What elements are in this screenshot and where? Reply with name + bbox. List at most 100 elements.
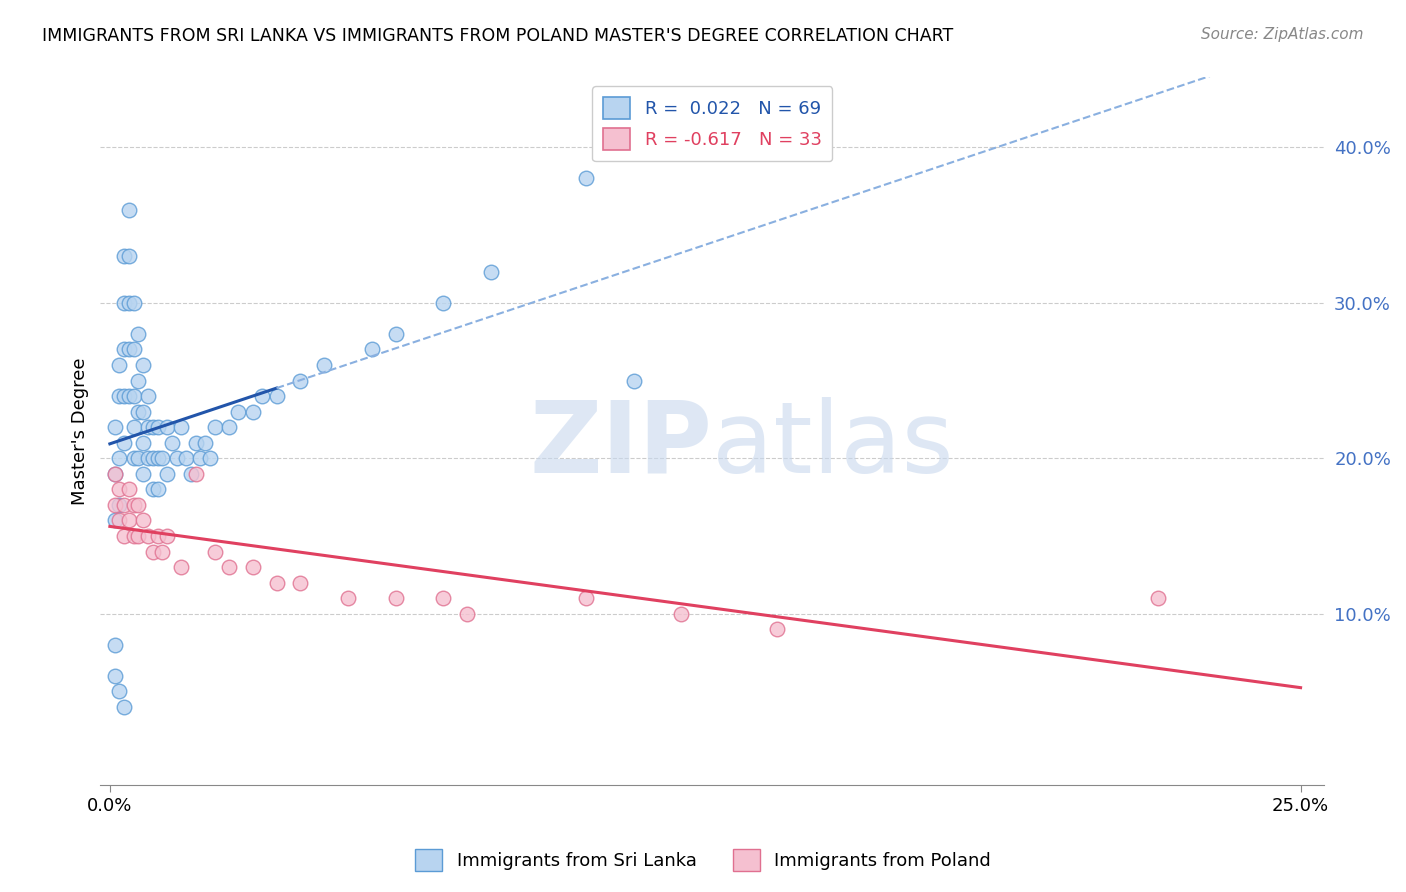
Point: [127, 498, 149, 512]
Point: [108, 451, 131, 466]
Point: [242, 560, 264, 574]
Point: [118, 343, 141, 357]
Text: Source: ZipAtlas.com: Source: ZipAtlas.com: [1201, 27, 1364, 42]
Point: [146, 529, 169, 543]
Point: [765, 622, 787, 636]
Point: [180, 467, 202, 481]
Point: [127, 529, 149, 543]
Point: [575, 171, 598, 186]
Point: [142, 451, 165, 466]
Point: [112, 296, 135, 310]
Point: [127, 405, 149, 419]
Point: [218, 560, 240, 574]
Point: [122, 529, 145, 543]
Point: [136, 420, 159, 434]
Point: [1146, 591, 1168, 606]
Point: [118, 249, 141, 263]
Point: [118, 514, 141, 528]
Point: [146, 420, 169, 434]
Point: [136, 451, 159, 466]
Point: [146, 483, 169, 497]
Point: [360, 343, 382, 357]
Point: [108, 389, 131, 403]
Point: [142, 420, 165, 434]
Legend: Immigrants from Sri Lanka, Immigrants from Poland: Immigrants from Sri Lanka, Immigrants fr…: [408, 842, 998, 879]
Point: [266, 389, 288, 403]
Point: [118, 389, 141, 403]
Point: [337, 591, 360, 606]
Y-axis label: Master's Degree: Master's Degree: [72, 358, 89, 505]
Point: [456, 607, 478, 621]
Point: [194, 435, 217, 450]
Point: [479, 265, 502, 279]
Point: [190, 451, 212, 466]
Legend: R =  0.022   N = 69, R = -0.617   N = 33: R = 0.022 N = 69, R = -0.617 N = 33: [592, 87, 832, 161]
Point: [122, 498, 145, 512]
Point: [184, 467, 207, 481]
Point: [108, 483, 131, 497]
Point: [108, 514, 131, 528]
Point: [122, 343, 145, 357]
Point: [104, 420, 127, 434]
Point: [136, 529, 159, 543]
Point: [112, 249, 135, 263]
Point: [132, 435, 155, 450]
Point: [112, 435, 135, 450]
Point: [132, 358, 155, 372]
Point: [112, 343, 135, 357]
Point: [142, 483, 165, 497]
Point: [290, 374, 312, 388]
Point: [104, 638, 127, 652]
Point: [166, 451, 188, 466]
Point: [146, 451, 169, 466]
Point: [218, 420, 240, 434]
Text: IMMIGRANTS FROM SRI LANKA VS IMMIGRANTS FROM POLAND MASTER'S DEGREE CORRELATION : IMMIGRANTS FROM SRI LANKA VS IMMIGRANTS …: [42, 27, 953, 45]
Point: [432, 296, 454, 310]
Point: [136, 389, 159, 403]
Point: [671, 607, 693, 621]
Point: [122, 389, 145, 403]
Point: [384, 326, 406, 341]
Point: [384, 591, 406, 606]
Point: [127, 451, 149, 466]
Point: [132, 405, 155, 419]
Point: [150, 451, 173, 466]
Text: atlas: atlas: [713, 397, 955, 494]
Point: [575, 591, 598, 606]
Point: [122, 451, 145, 466]
Point: [252, 389, 274, 403]
Point: [228, 405, 250, 419]
Point: [104, 467, 127, 481]
Point: [104, 514, 127, 528]
Point: [184, 435, 207, 450]
Point: [204, 544, 226, 558]
Point: [108, 684, 131, 698]
Point: [314, 358, 336, 372]
Point: [118, 296, 141, 310]
Point: [266, 575, 288, 590]
Point: [127, 326, 149, 341]
Point: [170, 420, 193, 434]
Point: [623, 374, 645, 388]
Point: [108, 498, 131, 512]
Point: [104, 467, 127, 481]
Point: [132, 514, 155, 528]
Point: [104, 669, 127, 683]
Point: [198, 451, 221, 466]
Point: [122, 296, 145, 310]
Point: [112, 389, 135, 403]
Point: [156, 467, 179, 481]
Point: [118, 483, 141, 497]
Point: [118, 202, 141, 217]
Point: [174, 451, 197, 466]
Point: [242, 405, 264, 419]
Point: [112, 700, 135, 714]
Point: [112, 498, 135, 512]
Point: [432, 591, 454, 606]
Text: ZIP: ZIP: [530, 397, 713, 494]
Point: [112, 529, 135, 543]
Point: [127, 374, 149, 388]
Point: [204, 420, 226, 434]
Point: [104, 498, 127, 512]
Point: [290, 575, 312, 590]
